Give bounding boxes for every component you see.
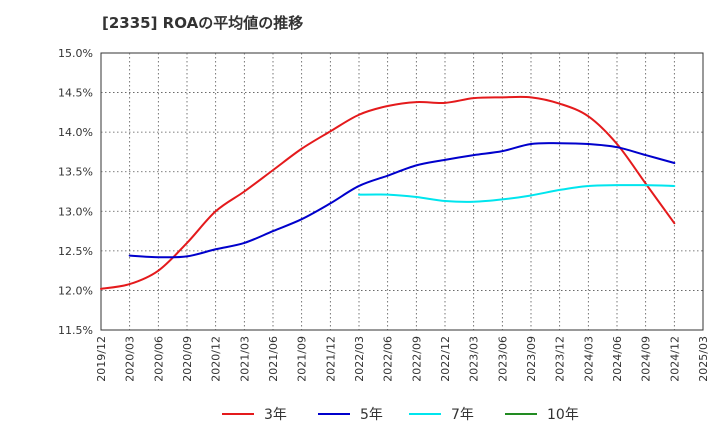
x-tick-label: 2023/06 xyxy=(496,336,509,382)
x-tick-label: 2020/03 xyxy=(124,336,137,382)
plot-frame xyxy=(100,52,704,331)
x-tick-label: 2022/06 xyxy=(382,336,395,382)
x-tick-label: 2024/06 xyxy=(611,336,624,382)
x-tick-label: 2023/03 xyxy=(468,336,481,382)
x-tick-label: 2023/12 xyxy=(554,336,567,382)
plot-area xyxy=(100,52,704,331)
x-tick-label: 2024/03 xyxy=(582,336,595,382)
grid-lines xyxy=(101,53,703,330)
x-tick-label: 2020/09 xyxy=(181,336,194,382)
y-tick-label: 12.0% xyxy=(58,284,93,297)
x-tick-label: 2021/09 xyxy=(296,336,309,382)
series-line-1 xyxy=(100,95,676,290)
x-tick-label: 2020/06 xyxy=(152,336,165,382)
x-tick-label: 2020/12 xyxy=(210,336,223,382)
x-axis-ticks: 2019/12 2020/03 2020/06 2020/09 2020/12 2021/… xyxy=(95,336,710,382)
x-tick-label: 2024/12 xyxy=(668,336,681,382)
x-tick-label: 2024/09 xyxy=(640,336,653,382)
legend-label-4: 10年 xyxy=(547,407,579,423)
x-tick-label: 2019/12 xyxy=(95,336,108,382)
x-tick-label: 2025/03 xyxy=(697,336,710,382)
series-line-3 xyxy=(358,184,676,203)
legend: 3年 5年 7年 10年 xyxy=(222,407,579,423)
y-tick-label: 12.5% xyxy=(58,245,93,258)
y-tick-label: 11.5% xyxy=(58,324,93,337)
y-tick-label: 13.0% xyxy=(58,205,93,218)
y-axis-ticks: 11.5% 12.0% 12.5% 13.0% 13.5% 14.0% 14.5% 15.0% xyxy=(58,47,93,337)
y-tick-label: 15.0% xyxy=(58,47,93,60)
chart-title: [2335] ROAの平均値の推移 xyxy=(102,14,304,32)
legend-label-2: 5年 xyxy=(360,407,383,423)
x-tick-label: 2021/12 xyxy=(324,336,337,382)
legend-label-1: 3年 xyxy=(264,407,287,423)
legend-label-3: 7年 xyxy=(451,407,474,423)
x-tick-label: 2023/09 xyxy=(525,336,538,382)
x-tick-label: 2022/12 xyxy=(439,336,452,382)
x-tick-label: 2021/06 xyxy=(267,336,280,382)
x-tick-label: 2021/03 xyxy=(238,336,251,382)
series-group xyxy=(100,95,676,290)
y-tick-label: 14.0% xyxy=(58,126,93,139)
series-line-2 xyxy=(128,142,676,259)
y-tick-label: 13.5% xyxy=(58,166,93,179)
x-tick-label: 2022/03 xyxy=(353,336,366,382)
x-tick-label: 2022/09 xyxy=(410,336,423,382)
y-tick-label: 14.5% xyxy=(58,87,93,100)
